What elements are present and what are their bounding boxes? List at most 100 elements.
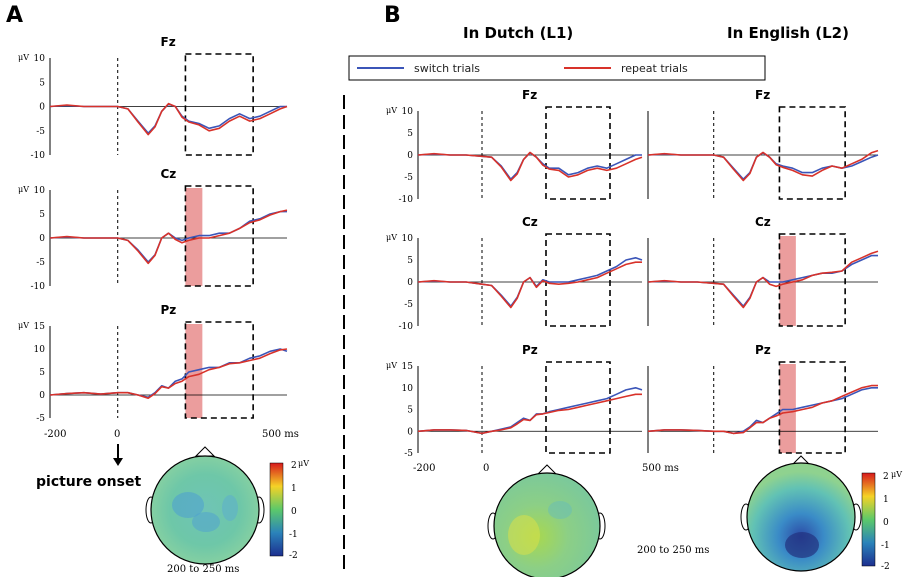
colorbar-b-tick-0: 0 xyxy=(883,518,889,528)
chart-b-l1-pz-unit-label: μV xyxy=(386,361,397,370)
chart-b-l1-cz-ytick-label: 10 xyxy=(402,234,414,244)
chart-b-l1-pz-ytick-label: -5 xyxy=(404,449,413,459)
chart-b-l1-cz-ytick-label: -10 xyxy=(399,322,414,332)
chart-b-l1-fz-ytick-label: -5 xyxy=(404,173,413,183)
panel-a-label: A xyxy=(6,3,23,28)
chart-b-l1-fz-electrode-label: Fz xyxy=(522,88,537,102)
b-xtick-right: 500 ms xyxy=(642,463,679,474)
chart-b-l1-pz-ytick-label: 10 xyxy=(402,384,414,394)
chart-b-l1-fz-ytick-label: -10 xyxy=(399,195,414,205)
chart-a-fz-analysis-window xyxy=(184,53,254,156)
chart-b-l1-cz: 10 5 0 -5 -10 μV Cz xyxy=(386,215,643,332)
erp-charts: 10 5 0 -5 -10 μV Fz 10 5 0 -5 -10 μV Cz 15 10 5 0 -5 μV Pz 10… xyxy=(18,35,879,459)
l1-title: In Dutch (L1) xyxy=(463,24,573,42)
topo-a-range: 200 to 250 ms xyxy=(167,564,239,575)
chart-b-l2-fz-electrode-label: Fz xyxy=(755,88,770,102)
chart-b-l1-fz-analysis-window xyxy=(545,106,611,200)
chart-a-pz-ytick-label: 0 xyxy=(39,391,45,401)
chart-a-cz-ytick-label: 10 xyxy=(34,186,46,196)
chart-b-l1-pz-switch-trials-line xyxy=(417,387,643,435)
chart-b-l1-fz-ytick-label: 5 xyxy=(407,129,413,139)
chart-a-cz-ytick-label: 0 xyxy=(39,234,45,244)
chart-a-cz-ytick-label: 5 xyxy=(39,210,45,220)
legend: switch trials repeat trials xyxy=(348,55,766,81)
chart-b-l1-cz-ytick-label: 5 xyxy=(407,256,413,266)
chart-a-cz-unit-label: μV xyxy=(18,185,29,194)
chart-a-fz: 10 5 0 -5 -10 μV Fz xyxy=(18,35,288,161)
chart-a-fz-ytick-label: -10 xyxy=(31,151,46,161)
chart-a-fz-ytick-label: 10 xyxy=(34,54,46,64)
topomap-b-l1 xyxy=(487,464,606,577)
legend-box xyxy=(348,55,766,81)
chart-a-cz-ytick-label: -5 xyxy=(36,258,45,268)
chart-a-fz-ytick-label: -5 xyxy=(36,127,45,137)
chart-a-pz: 15 10 5 0 -5 μV Pz xyxy=(18,303,288,424)
chart-b-l1-pz-ytick-label: 5 xyxy=(407,406,413,416)
chart-b-l1-fz-ytick-label: 0 xyxy=(407,151,413,161)
chart-a-pz-switch-trials-line xyxy=(49,348,288,399)
chart-a-fz-unit-label: μV xyxy=(18,53,29,62)
chart-b-l2-pz-repeat-trials-line xyxy=(647,384,878,435)
chart-b-l1-cz-electrode-label: Cz xyxy=(522,215,538,229)
a-xtick-left: -200 xyxy=(44,429,66,440)
chart-b-l2-pz-analysis-window xyxy=(778,361,846,454)
chart-b-l1-pz-ytick-label: 0 xyxy=(407,427,413,437)
chart-a-pz-ytick-label: 5 xyxy=(39,368,45,378)
colorbar-b-tick-m1: -1 xyxy=(881,541,890,551)
chart-a-fz-repeat-trials-line xyxy=(49,102,288,136)
l2-title: In English (L2) xyxy=(727,24,849,42)
chart-b-l1-fz: 10 5 0 -5 -10 μV Fz xyxy=(386,88,643,205)
chart-b-l2-cz: Cz xyxy=(647,215,879,327)
chart-b-l1-pz: 15 10 5 0 -5 μV Pz xyxy=(386,343,643,459)
chart-a-fz-ytick-label: 5 xyxy=(39,78,45,88)
chart-a-pz-unit-label: μV xyxy=(18,321,29,330)
chart-a-fz-electrode-label: Fz xyxy=(161,35,176,49)
colorbar-a-tick-2: 2 xyxy=(291,461,297,471)
colorbar-a-tick-0: 0 xyxy=(291,507,297,517)
chart-a-pz-ytick-label: 15 xyxy=(34,322,46,332)
chart-b-l2-pz-highlight-window xyxy=(779,364,796,453)
chart-b-l1-fz-unit-label: μV xyxy=(386,106,397,115)
chart-a-fz-ytick-label: 0 xyxy=(39,103,45,113)
chart-b-l1-fz-repeat-trials-line xyxy=(417,151,643,182)
topomap-a xyxy=(145,446,265,565)
colorbar-a-tick-m2: -2 xyxy=(289,551,298,561)
chart-b-l1-cz-repeat-trials-line xyxy=(417,261,642,309)
chart-a-pz-electrode-label: Pz xyxy=(161,303,177,317)
chart-b-l2-fz: Fz xyxy=(647,88,879,200)
chart-b-l2-cz-analysis-window xyxy=(778,233,846,327)
chart-a-pz-ytick-label: -5 xyxy=(36,414,45,424)
topomap-b-l2 xyxy=(740,455,862,572)
chart-b-l1-pz-analysis-window xyxy=(545,361,611,454)
chart-b-l2-fz-repeat-trials-line xyxy=(647,149,879,182)
colorbar-a-tick-m1: -1 xyxy=(289,530,298,540)
chart-b-l1-pz-electrode-label: Pz xyxy=(522,343,538,357)
chart-a-cz-switch-trials-line xyxy=(49,210,287,263)
chart-b-l2-pz: Pz xyxy=(647,343,878,454)
legend-switch-label: switch trials xyxy=(414,62,480,75)
colorbar-b-unit: μV xyxy=(891,470,902,479)
chart-b-l1-cz-unit-label: μV xyxy=(386,233,397,242)
chart-b-l2-fz-switch-trials-line xyxy=(647,152,879,180)
chart-b-l2-cz-switch-trials-line xyxy=(647,254,878,307)
chart-a-cz-analysis-window xyxy=(184,185,254,287)
chart-a-pz-repeat-trials-line xyxy=(49,348,288,399)
a-xtick-zero: 0 xyxy=(114,429,120,440)
chart-a-cz-repeat-trials-line xyxy=(49,209,288,265)
chart-a-pz-ytick-label: 10 xyxy=(34,345,46,355)
colorbar-a: μV 2 1 0 -1 -2 xyxy=(269,459,309,561)
chart-b-l1-pz-repeat-trials-line xyxy=(417,393,642,435)
colorbar-a-unit: μV xyxy=(298,459,309,468)
panel-b-label: B xyxy=(384,3,401,28)
chart-b-l1-cz-ytick-label: 0 xyxy=(407,278,413,288)
chart-b-l1-cz-analysis-window xyxy=(545,233,611,327)
a-xtick-right: 500 ms xyxy=(262,429,299,440)
colorbar-a-tick-1: 1 xyxy=(291,484,297,494)
onset-arrow xyxy=(113,444,123,466)
picture-onset-label: picture onset xyxy=(36,474,141,490)
chart-a-pz-analysis-window xyxy=(184,321,254,419)
chart-b-l2-cz-electrode-label: Cz xyxy=(755,215,771,229)
chart-b-l2-pz-switch-trials-line xyxy=(647,387,878,435)
b-xtick-zero: 0 xyxy=(483,463,489,474)
